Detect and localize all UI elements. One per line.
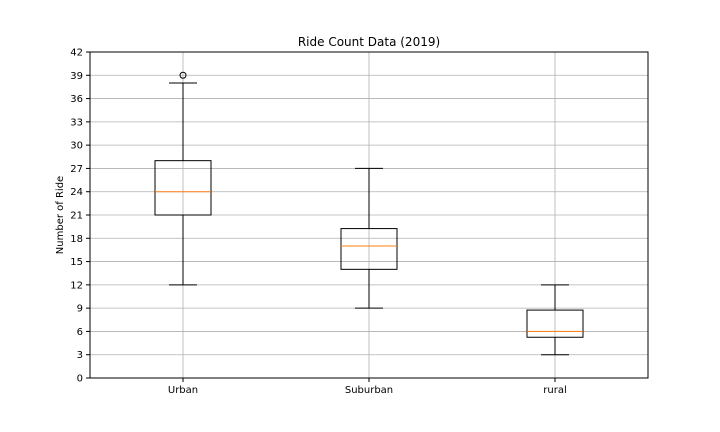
- y-tick-label: 0: [77, 374, 83, 385]
- y-tick-label: 33: [70, 117, 83, 128]
- outlier-point: [179, 71, 187, 79]
- iqr-box: [526, 309, 584, 338]
- boxes: [154, 71, 584, 356]
- chart-title: Ride Count Data (2019): [298, 35, 440, 49]
- y-tick-label: 39: [70, 71, 83, 82]
- y-axis-label: Number of Ride: [55, 176, 66, 254]
- y-tick-label: 18: [70, 234, 83, 245]
- y-tick-label: 27: [70, 164, 83, 175]
- y-tick-label: 15: [70, 257, 83, 268]
- y-tick-label: 3: [77, 350, 83, 361]
- box-group-rural: [526, 284, 584, 356]
- y-tick-label: 36: [70, 94, 83, 105]
- x-tick-label: rural: [543, 385, 566, 396]
- y-tick-label: 6: [77, 327, 83, 338]
- plot-frame: [89, 51, 649, 379]
- y-tick-label: 21: [70, 211, 83, 222]
- iqr-box: [154, 160, 212, 216]
- iqr-box: [340, 228, 398, 270]
- box-group-suburban: [340, 167, 398, 309]
- y-tick-label: 12: [70, 280, 83, 291]
- box-group-urban: [154, 71, 212, 286]
- x-tick-label: Suburban: [345, 385, 393, 396]
- y-tick-label: 42: [70, 48, 83, 59]
- y-tick-label: 9: [77, 304, 83, 315]
- y-tick-label: 30: [70, 141, 83, 152]
- x-tick-label: Urban: [168, 385, 198, 396]
- y-tick-label: 24: [70, 187, 83, 198]
